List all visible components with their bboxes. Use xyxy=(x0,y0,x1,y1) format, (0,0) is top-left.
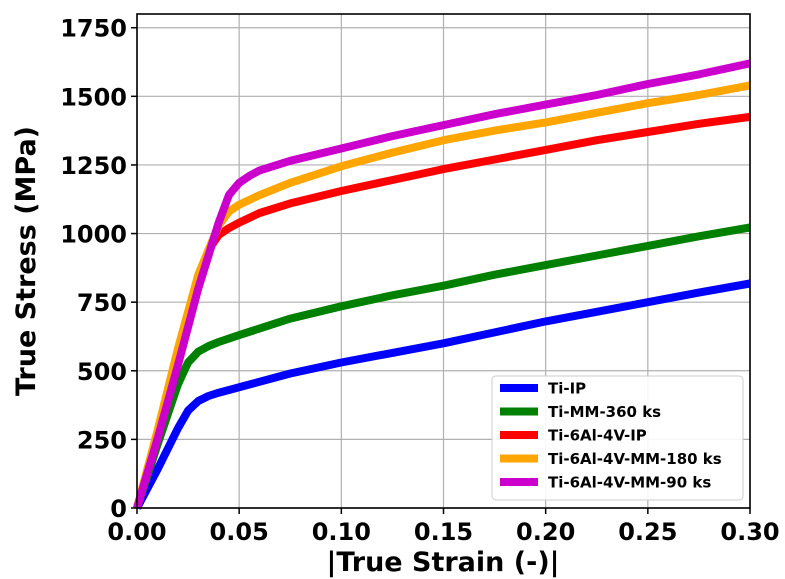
x-tick-label: 0.30 xyxy=(720,518,779,546)
x-tick-label: 0.15 xyxy=(414,518,473,546)
y-tick-label: 250 xyxy=(77,426,127,454)
legend-label-ti-6al-4v-ip: Ti-6Al-4V-IP xyxy=(548,427,647,445)
grid xyxy=(136,14,751,509)
legend-label-ti-ip: Ti-IP xyxy=(548,380,586,398)
y-tick-label: 500 xyxy=(77,358,127,386)
x-tick-label: 0.10 xyxy=(312,518,371,546)
legend-label-ti-mm-360-ks: Ti-MM-360 ks xyxy=(548,403,661,421)
series-layer xyxy=(133,59,751,510)
legend-box xyxy=(491,375,744,501)
legend-label-ti-6al-4v-mm-180-ks: Ti-6Al-4V-MM-180 ks xyxy=(548,450,722,468)
x-tick-label: 0.20 xyxy=(516,518,575,546)
legend: Ti-IP Ti-MM-360 ks Ti-6Al-4V-IP Ti-6Al-4V-M… xyxy=(491,375,744,501)
x-tick-label: 0.25 xyxy=(618,518,677,546)
y-tick-label: 1500 xyxy=(60,83,127,111)
series-line-ti-6al-4v-mm-90-ks xyxy=(133,59,751,510)
y-tick-label: 1250 xyxy=(60,152,127,180)
x-tick-label: 0.00 xyxy=(107,518,166,546)
legend-label-ti-6al-4v-mm-90-ks: Ti-6Al-4V-MM-90 ks xyxy=(548,474,711,492)
y-axis-label: True Stress (MPa) xyxy=(11,126,42,396)
x-axis-label: |True Strain (-)| xyxy=(326,547,559,578)
axis-ticks xyxy=(131,26,751,514)
y-tick-label: 750 xyxy=(77,289,127,317)
series-line-ti-mm-360-ks xyxy=(133,223,751,510)
y-tick-label: 1000 xyxy=(60,221,127,249)
y-tick-label: 0 xyxy=(110,495,127,523)
series-line-ti-ip xyxy=(133,279,751,510)
y-tick-label: 1750 xyxy=(60,15,127,43)
x-tick-label: 0.05 xyxy=(210,518,269,546)
tick-labels: 0.00 0.05 0.10 0.15 0.20 0.25 0.30 0 250 500 750 10… xyxy=(60,15,779,546)
